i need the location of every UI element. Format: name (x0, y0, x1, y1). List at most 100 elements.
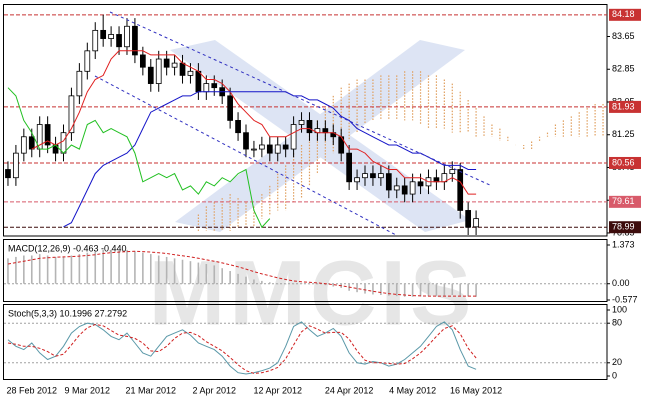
histogram-bar (300, 283, 303, 284)
candle-body (449, 169, 456, 175)
histogram-bar (364, 283, 366, 294)
histogram-bar (213, 265, 216, 284)
candle-body (195, 70, 202, 93)
candle-body (274, 144, 281, 154)
histogram-bar (149, 254, 152, 284)
macd-title: MACD(12,26,9) -0.463 -0.440 (8, 243, 127, 253)
candle-body (473, 218, 479, 228)
x-tick-label: 21 Mar 2012 (126, 385, 177, 395)
watermark: MMCIS (149, 242, 476, 344)
candle-body (116, 34, 122, 48)
y-tick-label: 82.85 (612, 64, 635, 74)
histogram-bar (245, 276, 247, 284)
candle-body (378, 173, 384, 179)
channel-line (109, 11, 493, 187)
histogram-bar (102, 249, 104, 284)
histogram-bar (181, 259, 184, 284)
histogram-bar (332, 283, 335, 287)
x-tick-label: 16 May 2012 (450, 385, 502, 395)
histogram-bar (30, 255, 33, 284)
histogram-bar (7, 258, 9, 284)
candle-body (370, 173, 376, 179)
histogram-bar (451, 283, 454, 296)
histogram-bar (419, 283, 422, 297)
histogram-bar (475, 283, 477, 297)
histogram-bar (316, 283, 319, 285)
y-tick-label: 20 (612, 357, 622, 367)
candle-body (243, 132, 249, 150)
x-tick-label: 28 Feb 2012 (6, 385, 57, 395)
candle-body (187, 70, 194, 76)
candle-body (401, 185, 408, 195)
histogram-bar (395, 283, 398, 297)
candle-body (259, 144, 265, 150)
candle-body (393, 185, 400, 191)
series-line (7, 250, 477, 297)
histogram-bar (411, 283, 414, 297)
y-tick-label: 83.65 (612, 31, 635, 41)
series-line (7, 321, 477, 375)
histogram-bar (197, 262, 200, 284)
histogram-bar (308, 283, 311, 285)
candle-body (179, 62, 186, 76)
histogram-bar (403, 283, 406, 297)
logo-stroke (170, 40, 470, 232)
histogram-bar (380, 283, 382, 296)
y-tick-label: 0.00 (612, 278, 630, 288)
y-tick-label: -0.577 (612, 294, 638, 304)
histogram-bar (54, 256, 57, 284)
candle-body (433, 177, 440, 183)
candle-body (465, 210, 472, 228)
histogram-bar (284, 283, 287, 285)
candle-body (124, 25, 130, 48)
level-label-box (609, 8, 641, 21)
histogram-bar (324, 283, 327, 286)
level-label-box (609, 195, 641, 208)
candle-body (298, 120, 305, 125)
histogram-bar (237, 273, 239, 284)
histogram-bar (427, 283, 430, 297)
histogram-bar (23, 255, 25, 284)
histogram-bar (118, 249, 120, 284)
histogram-bar (126, 249, 128, 284)
histogram-bar (205, 263, 208, 284)
series-line (31, 50, 477, 195)
histogram-bar (459, 283, 462, 296)
candle-body (139, 54, 146, 68)
x-tick-label: 9 Mar 2012 (65, 385, 111, 395)
x-tick-label: 12 Apr 2012 (253, 385, 302, 395)
histogram-bar (78, 254, 81, 284)
histogram-bar (356, 283, 358, 293)
candle-body (92, 29, 99, 52)
candle-body (211, 83, 218, 89)
candle-body (417, 181, 424, 187)
macd-panel-frame (3, 239, 608, 302)
candle-body (354, 177, 360, 183)
candle-body (84, 50, 91, 72)
histogram-bar (443, 283, 446, 296)
candle-body (100, 29, 107, 39)
logo (170, 40, 470, 232)
candle-body (147, 66, 154, 84)
channel (94, 11, 493, 236)
histogram-bar (189, 261, 192, 284)
level-label-box (609, 100, 641, 113)
histogram-bar (276, 283, 279, 285)
level-label: 84.18 (612, 9, 635, 19)
level-label-box (609, 156, 641, 169)
candle-body (227, 95, 233, 121)
histogram-bar (46, 255, 49, 284)
main-panel-frame (3, 4, 608, 237)
candle-body (290, 124, 297, 150)
candle-body (251, 148, 257, 151)
candle-body (13, 152, 19, 179)
candle-body (282, 144, 289, 150)
level-label: 81.93 (612, 101, 635, 111)
level-label: 78.99 (612, 222, 635, 232)
series-line (7, 87, 271, 229)
candle-body (76, 70, 83, 97)
candle-body (322, 128, 329, 134)
histogram-bar (173, 258, 176, 284)
